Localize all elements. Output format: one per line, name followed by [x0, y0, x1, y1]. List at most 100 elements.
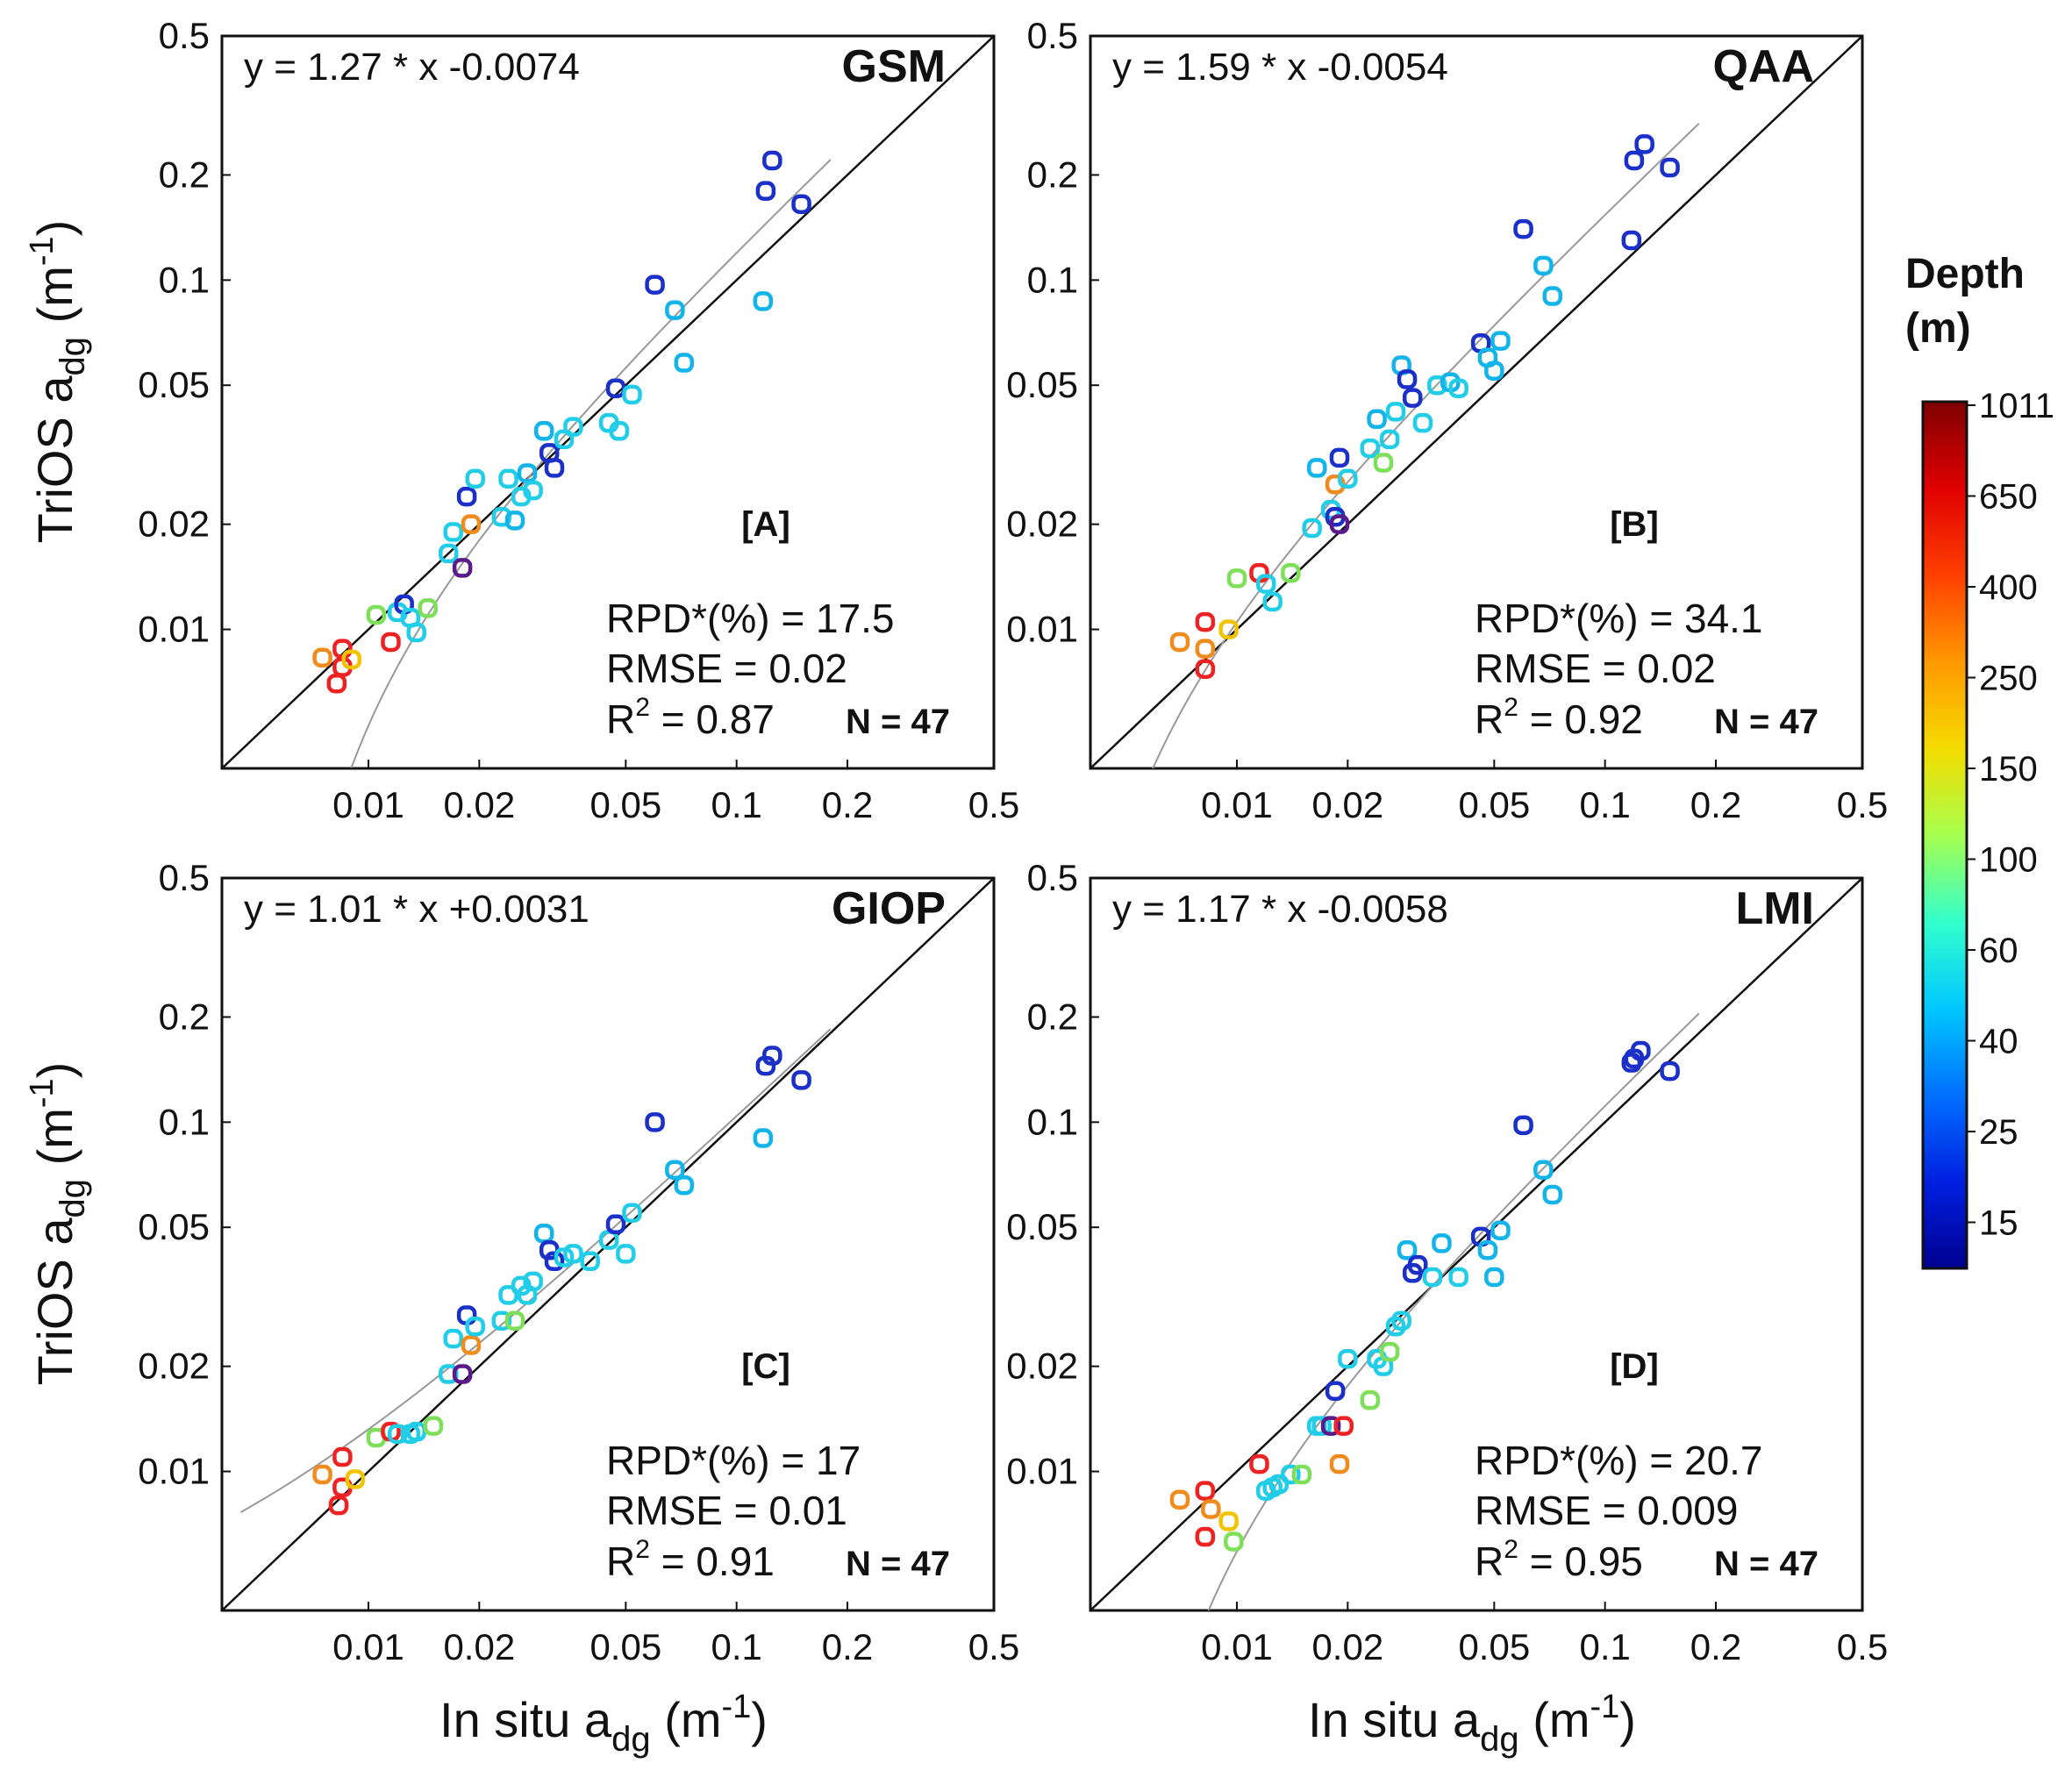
data-point: [1422, 1267, 1443, 1288]
panel-gsm: 0.01 0.02 0.05 0.1 0.2 0.5 0.01 0.02 0.05 0.1 0.2 0…: [138, 15, 1019, 825]
x-tick-label: 0.02: [1311, 1626, 1383, 1667]
data-point: [1169, 1489, 1190, 1510]
data-point: [312, 647, 332, 668]
data-point: [452, 558, 473, 578]
data-point: [1412, 412, 1433, 433]
data-point: [1291, 1464, 1312, 1485]
stat-r2: R2 = 0.91: [606, 1535, 775, 1584]
y-tick-label: 0.1: [1027, 259, 1078, 300]
data-point: [504, 1310, 525, 1332]
x-tick-label: 0.02: [443, 784, 515, 825]
data-point: [387, 1424, 408, 1445]
x-tick-label: 0.1: [711, 784, 761, 825]
regression-equation: y = 1.27 * x -0.0074: [244, 46, 580, 89]
x-tick-label: 0.02: [1311, 784, 1383, 825]
data-point: [1262, 591, 1282, 612]
y-axis-label-top: TriOS adg (m-1): [24, 220, 92, 544]
data-point: [1201, 1499, 1221, 1519]
stat-rmse: RMSE = 0.02: [1475, 646, 1716, 691]
colorbar-tick-label: 40: [1979, 1023, 2018, 1061]
data-point: [1379, 429, 1400, 450]
data-point: [665, 1160, 685, 1181]
colorbar-tick-label: 650: [1979, 478, 2038, 517]
y-tick-label: 0.1: [1027, 1101, 1078, 1142]
data-point: [1338, 468, 1358, 489]
data-point: [1513, 1115, 1533, 1136]
x-tick-label: 0.2: [1690, 784, 1741, 825]
data-point: [1533, 1160, 1554, 1181]
y-tick-label: 0.02: [138, 1346, 210, 1387]
y-tick-label: 0.01: [138, 1451, 210, 1492]
data-point: [326, 673, 347, 694]
stat-r2: R2 = 0.87: [606, 693, 775, 742]
x-axis-label-right: In situ adg (m-1): [1308, 1689, 1636, 1759]
data-point: [1255, 574, 1276, 594]
y-tick-label: 0.5: [159, 857, 210, 898]
y-tick-label: 0.01: [1006, 1451, 1078, 1492]
regression-equation: y = 1.01 * x +0.0031: [244, 888, 589, 931]
y-tick-label: 0.5: [1027, 857, 1078, 898]
data-point: [443, 522, 463, 542]
colorbar-tick-label: 150: [1979, 750, 2038, 789]
data-point: [645, 1112, 665, 1132]
data-point: [645, 275, 665, 295]
x-tick-label: 0.02: [443, 1626, 515, 1667]
colorbar-tick-label: 25: [1979, 1113, 2018, 1152]
colorbar-tick-label: 60: [1979, 932, 2018, 970]
data-point: [1281, 563, 1301, 583]
y-tick-label: 0.5: [1027, 15, 1078, 56]
data-point: [517, 463, 538, 483]
data-point: [1169, 632, 1190, 653]
y-tick-label: 0.2: [159, 996, 210, 1037]
data-point: [563, 417, 583, 437]
data-point: [1624, 150, 1645, 171]
y-axis-label-bottom: TriOS adg (m-1): [24, 1062, 92, 1386]
x-tick-label: 0.01: [332, 1626, 404, 1667]
data-point: [1360, 1390, 1381, 1410]
data-point: [1660, 1060, 1680, 1082]
panel-qaa: 0.01 0.02 0.05 0.1 0.2 0.5 0.01 0.02 0.05 0.1 0.2 0…: [1006, 15, 1888, 825]
data-point: [533, 1224, 554, 1244]
colorbar-tick-label: 15: [1979, 1204, 2018, 1243]
x-tick-label: 0.5: [968, 1626, 1019, 1667]
y-tick-label: 0.1: [159, 1101, 210, 1142]
data-point: [1333, 1416, 1354, 1436]
data-point: [762, 150, 782, 171]
y-tick-label: 0.01: [138, 609, 210, 650]
data-point: [563, 1244, 583, 1264]
data-point: [1249, 1453, 1269, 1474]
plot-frame: [220, 34, 996, 770]
stat-rpd: RPD*(%) = 34.1: [1475, 596, 1763, 641]
data-point: [616, 1244, 636, 1264]
x-tick-label: 0.2: [822, 1626, 873, 1667]
colorbar-title-line2: (m): [1905, 305, 1971, 352]
y-tick-label: 0.2: [1027, 154, 1078, 195]
data-point: [1432, 1233, 1452, 1253]
data-point: [1338, 1348, 1358, 1369]
colorbar-tick-label: 250: [1979, 660, 2038, 698]
data-point: [605, 1214, 626, 1235]
data-point: [609, 421, 630, 441]
colorbar-tick-label: 100: [1979, 841, 2038, 880]
data-point: [341, 649, 362, 670]
x-axis-label-left: In situ adg (m-1): [439, 1689, 768, 1759]
x-tick-label: 0.01: [332, 784, 404, 825]
panel-title: GIOP: [832, 883, 946, 934]
svg-text:TriOS adg (m-1): TriOS adg (m-1): [24, 1062, 92, 1386]
data-point: [418, 598, 438, 618]
data-point: [1542, 286, 1563, 306]
panel-title: QAA: [1712, 41, 1814, 92]
regression-line: [350, 159, 832, 768]
stat-rmse: RMSE = 0.009: [1475, 1488, 1738, 1533]
data-point: [1407, 1254, 1428, 1275]
one-to-one-line: [1090, 36, 1862, 768]
data-point: [1320, 1416, 1341, 1436]
x-tick-label: 0.01: [1201, 784, 1273, 825]
data-point: [1195, 611, 1216, 632]
colorbar-gradient: [1921, 400, 1968, 1270]
y-tick-label: 0.5: [159, 15, 210, 56]
stat-n: N = 47: [1714, 1545, 1818, 1583]
data-point: [1373, 453, 1394, 473]
y-tick-label: 0.2: [159, 154, 210, 195]
regression-line: [1152, 123, 1700, 768]
